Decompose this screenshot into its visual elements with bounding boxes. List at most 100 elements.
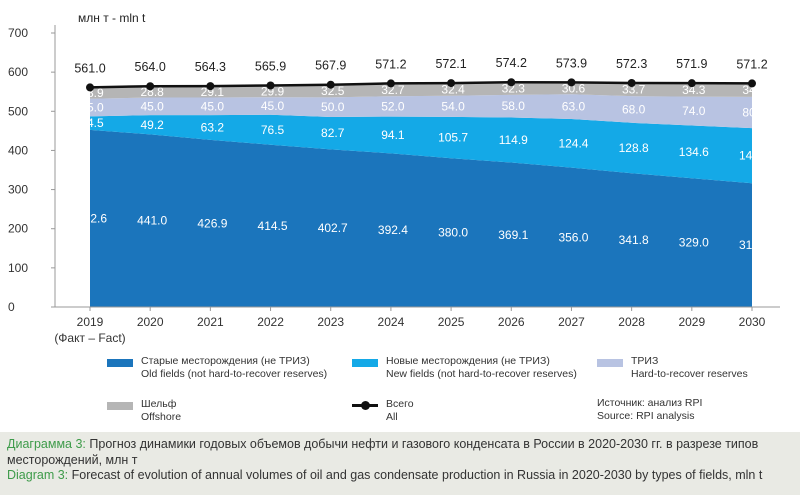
data-label-new: 63.2 [201, 121, 225, 135]
legend-swatch-old [107, 359, 133, 367]
total-point [447, 79, 456, 88]
data-label-new: 105.7 [438, 131, 468, 145]
data-label-old: 356.0 [558, 230, 588, 244]
total-label: 571.2 [375, 57, 406, 71]
data-label-new: 140.7 [739, 149, 769, 163]
data-label-hard: 63.0 [562, 100, 586, 114]
x-tick-note: (Факт – Fact) [54, 331, 125, 345]
data-label-old: 426.9 [197, 216, 227, 230]
total-point [567, 78, 576, 87]
total-line [89, 80, 753, 89]
data-label-offshore: 34.3 [742, 83, 766, 97]
data-label-offshore: 32.5 [321, 84, 345, 98]
x-tick-label: 2020 [137, 315, 164, 329]
caption-en-label: Diagram 3: [7, 468, 69, 482]
data-label-offshore: 29.9 [261, 84, 285, 98]
total-label: 573.9 [556, 56, 587, 70]
total-point [326, 80, 335, 89]
y-tick-label: 700 [8, 26, 28, 40]
legend-hard-ru: ТРИЗ [631, 355, 659, 367]
x-tick-label: 2021 [197, 315, 224, 329]
area-new [90, 114, 752, 184]
data-label-hard: 80.0 [742, 105, 766, 119]
legend-swatch-total [352, 398, 378, 410]
y-tick-label: 600 [8, 65, 28, 79]
data-label-hard: 45.0 [261, 99, 285, 113]
data-label-old: 402.7 [318, 221, 348, 235]
y-tick-label: 300 [8, 183, 28, 197]
area-old [90, 129, 752, 307]
legend-swatch-hard [597, 359, 623, 367]
total-point [266, 81, 275, 90]
legend-old-ru: Старые месторождения (не ТРИЗ) [141, 355, 310, 367]
total-point [507, 78, 516, 87]
area-hard [90, 94, 752, 129]
x-tick-label: 2030 [739, 315, 766, 329]
data-label-new: 124.4 [558, 136, 588, 150]
legend-swatch-offshore [107, 402, 133, 410]
total-point [627, 78, 636, 87]
y-tick-label: 500 [8, 104, 28, 118]
data-label-new: 76.5 [261, 123, 285, 137]
legend-swatch-new [352, 359, 378, 367]
data-label-new: 134.6 [679, 145, 709, 159]
caption-en: Diagram 3: Forecast of evolution of annu… [7, 468, 793, 484]
y-tick-label: 200 [8, 222, 28, 236]
stacked-area-chart: 0 100 200 300 400 500 600 700 млн т - mln t 2019 2… [8, 11, 780, 345]
total-label: 571.2 [736, 57, 767, 71]
legend-total: Всего All [352, 398, 414, 424]
data-label-old: 392.4 [378, 223, 408, 237]
legend-old-fields: Старые месторождения (не ТРИЗ) Old fields… [107, 355, 327, 381]
x-tick-label: 2028 [618, 315, 645, 329]
data-label-offshore: 28.9 [80, 86, 104, 100]
legend-new-fields: Новые месторождения (не ТРИЗ) New fields … [352, 355, 577, 381]
legend-hard-en: Hard-to-recover reserves [631, 368, 748, 380]
x-tick-label: 2023 [317, 315, 344, 329]
y-tick-label: 400 [8, 143, 28, 157]
data-label-new: 49.2 [141, 118, 165, 132]
data-label-offshore: 32.4 [441, 82, 465, 96]
data-label-offshore: 28.8 [141, 85, 165, 99]
data-label-hard: 45.0 [80, 101, 104, 115]
data-label-old: 414.5 [258, 219, 288, 233]
data-label-old: 380.0 [438, 226, 468, 240]
chart-area: 0 100 200 300 400 500 600 700 млн т - mln t 2019 2… [8, 11, 780, 424]
data-label-old: 316.2 [739, 238, 769, 252]
x-tick-label: 2024 [378, 315, 405, 329]
data-label-old: 452.6 [77, 211, 107, 225]
data-label-offshore: 32.3 [502, 82, 526, 96]
total-label: 572.1 [435, 57, 466, 71]
data-label-hard: 45.0 [201, 99, 225, 113]
data-label-new: 82.7 [321, 126, 345, 140]
data-label-hard: 54.0 [441, 99, 465, 113]
caption-ru: Диаграмма 3: Прогноз динамики годовых об… [7, 437, 793, 468]
data-label-old: 369.1 [498, 228, 528, 242]
caption-ru-text: Прогноз динамики годовых объемов добычи … [7, 437, 759, 467]
total-label: 567.9 [315, 59, 346, 73]
data-label-offshore: 29.1 [201, 85, 225, 99]
total-label: 565.9 [255, 59, 286, 73]
legend-old-en: Old fields (not hard-to-recover reserves… [141, 368, 328, 380]
legend-offshore-en: Offshore [141, 411, 182, 423]
data-label-old: 441.0 [137, 214, 167, 228]
total-label: 574.2 [496, 56, 527, 70]
unit-label: млн т - mln t [78, 11, 146, 25]
data-label-old: 329.0 [679, 236, 709, 250]
x-tick-label: 2026 [498, 315, 525, 329]
data-label-new: 94.1 [381, 128, 405, 142]
x-tick-label: 2022 [257, 315, 284, 329]
caption: Диаграмма 3: Прогноз динамики годовых об… [0, 432, 800, 495]
data-label-hard: 50.0 [321, 100, 345, 114]
x-tick-label: 2029 [678, 315, 705, 329]
data-label-hard: 74.0 [682, 104, 706, 118]
legend-total-en: All [386, 411, 398, 423]
total-label: 561.0 [74, 61, 105, 75]
total-point [687, 79, 696, 88]
data-label-offshore: 30.6 [562, 81, 586, 95]
total-point [748, 79, 756, 88]
total-point [146, 82, 155, 91]
legend-new-ru: Новые месторождения (не ТРИЗ) [386, 355, 550, 367]
data-label-hard: 68.0 [622, 102, 646, 116]
x-tick-label: 2025 [438, 315, 465, 329]
data-label-hard: 45.0 [141, 99, 165, 113]
